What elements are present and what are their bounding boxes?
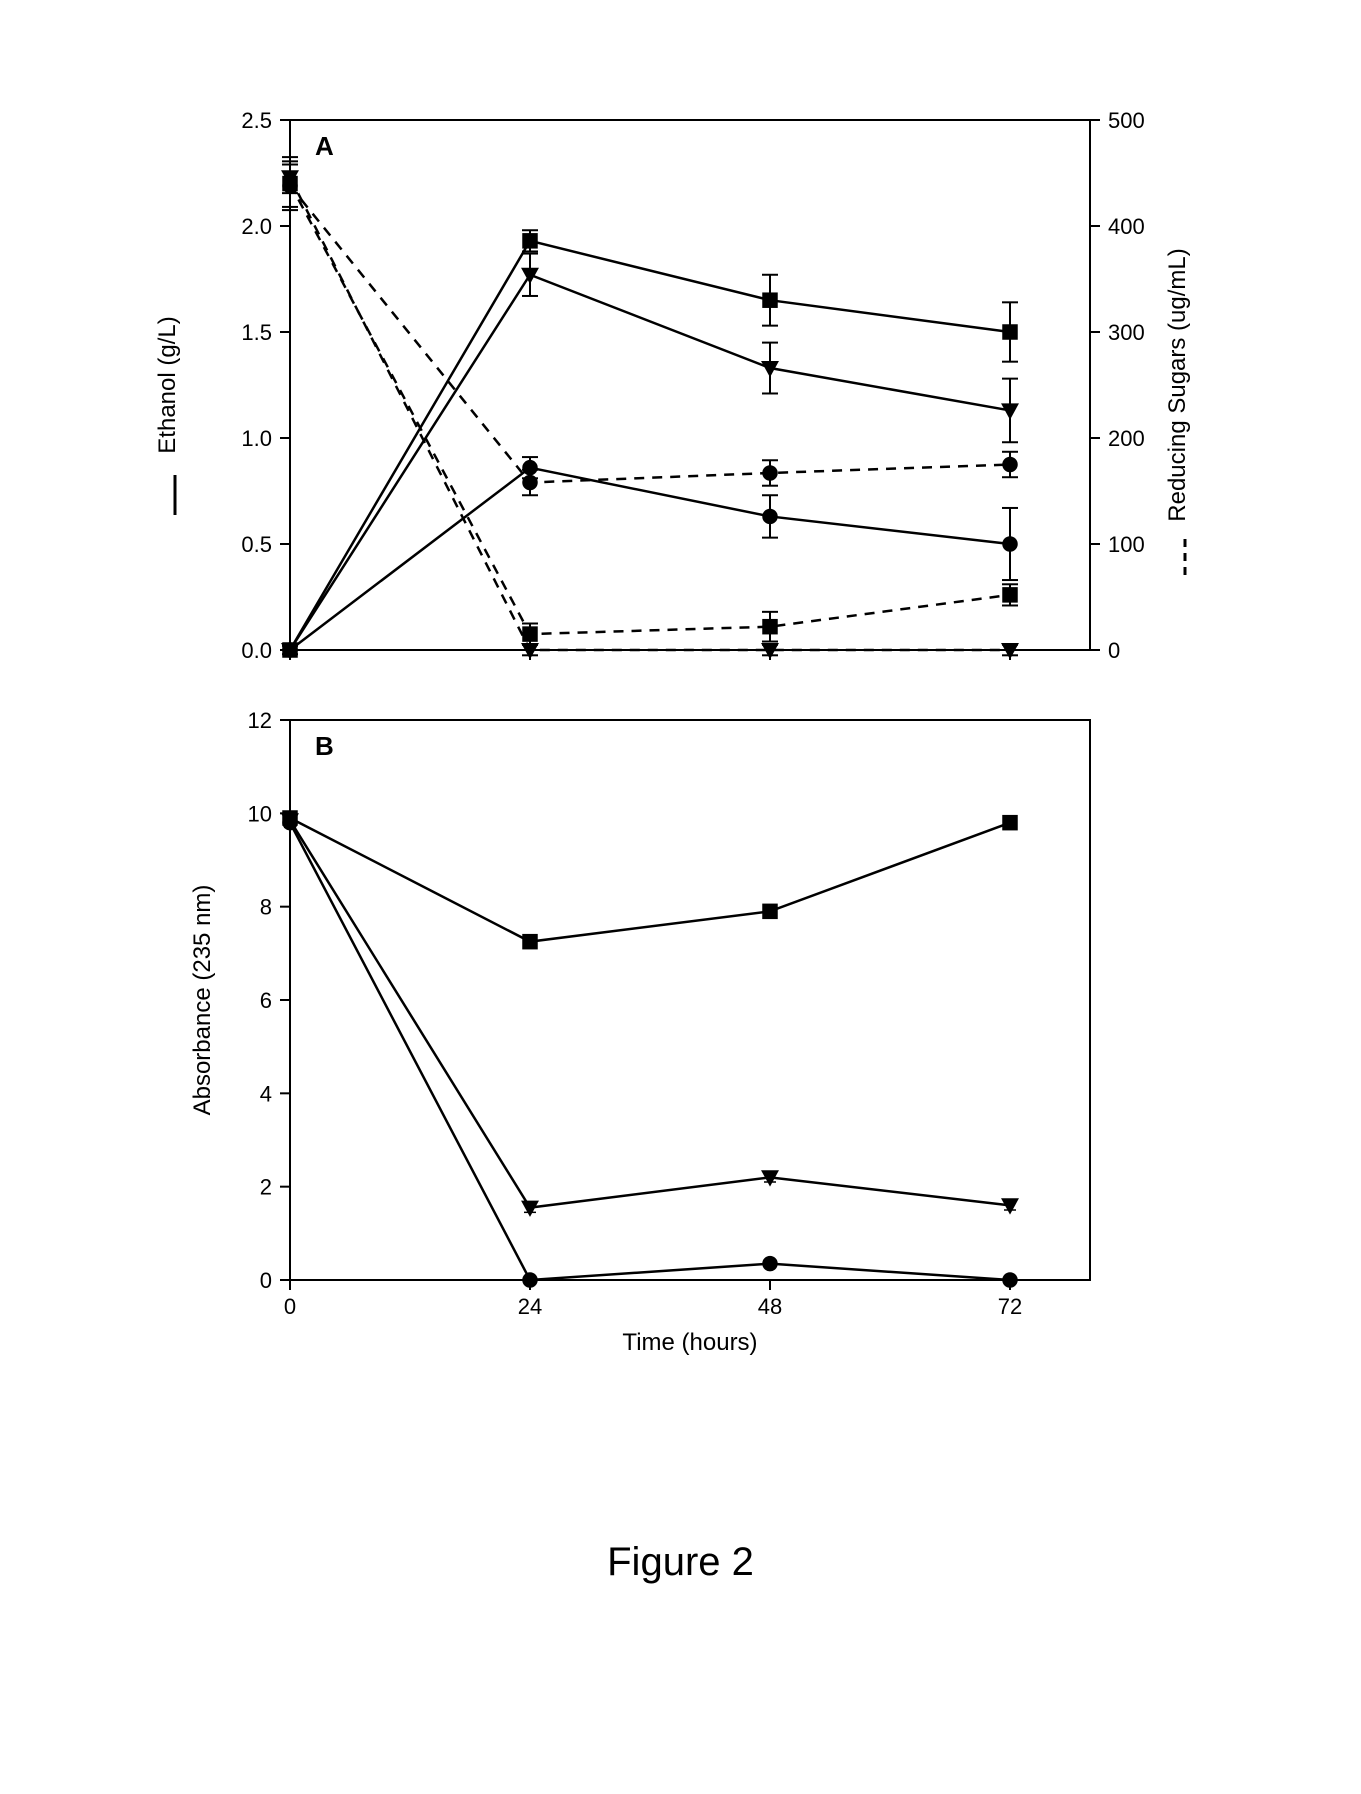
svg-text:Ethanol (g/L): Ethanol (g/L) (154, 316, 181, 453)
svg-text:24: 24 (518, 1294, 542, 1319)
svg-text:12: 12 (248, 708, 272, 733)
svg-text:1.0: 1.0 (241, 426, 272, 451)
panel-b: 0244872Time (hours)024681012Absorbance (… (189, 708, 1090, 1356)
svg-text:A: A (315, 131, 334, 161)
svg-text:0: 0 (284, 1294, 296, 1319)
figure-container: 0.00.51.01.52.02.50100200300400500Ethano… (0, 0, 1361, 1645)
svg-text:300: 300 (1108, 320, 1145, 345)
svg-text:8: 8 (260, 895, 272, 920)
figure-caption: Figure 2 (120, 1540, 1241, 1585)
svg-text:400: 400 (1108, 214, 1145, 239)
svg-text:B: B (315, 731, 334, 761)
svg-text:10: 10 (248, 801, 272, 826)
svg-text:1.5: 1.5 (241, 320, 272, 345)
svg-text:0.5: 0.5 (241, 532, 272, 557)
svg-text:Time (hours): Time (hours) (622, 1329, 757, 1356)
svg-text:0: 0 (260, 1268, 272, 1293)
svg-text:0.0: 0.0 (241, 638, 272, 663)
svg-text:2: 2 (260, 1175, 272, 1200)
svg-text:4: 4 (260, 1081, 272, 1106)
svg-text:2.0: 2.0 (241, 214, 272, 239)
svg-text:6: 6 (260, 988, 272, 1013)
svg-text:2.5: 2.5 (241, 108, 272, 133)
chart-svg: 0.00.51.01.52.02.50100200300400500Ethano… (120, 80, 1220, 1480)
panel-a: 0.0 0.5 1.0 1.5 2.0 2.5 0 100 200 300 400 500 Ethano… (154, 108, 1191, 663)
svg-text:Reducing Sugars (ug/mL): Reducing Sugars (ug/mL) (1164, 248, 1191, 521)
svg-text:Absorbance (235 nm): Absorbance (235 nm) (189, 885, 216, 1116)
svg-text:200: 200 (1108, 426, 1145, 451)
svg-text:500: 500 (1108, 108, 1145, 133)
svg-text:48: 48 (758, 1294, 782, 1319)
svg-text:0: 0 (1108, 638, 1120, 663)
svg-text:72: 72 (998, 1294, 1022, 1319)
svg-text:100: 100 (1108, 532, 1145, 557)
